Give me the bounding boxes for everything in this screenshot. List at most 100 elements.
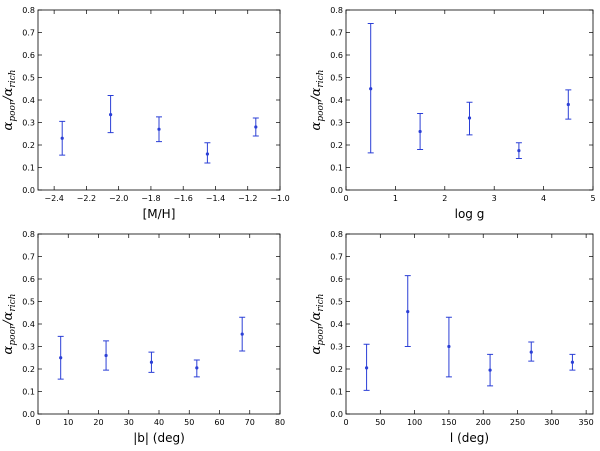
longitude-ytick-label: 0.0 — [330, 410, 343, 419]
metallicity-ytick-label: 0.6 — [22, 51, 35, 60]
log-g-xtick-label: 2 — [442, 194, 447, 203]
longitude-data-point — [570, 360, 575, 364]
latitude-x-axis-label: |b| (deg) — [133, 431, 185, 445]
log-g-ytick-label: 0.4 — [330, 96, 343, 105]
metallicity-ytick-label: 0.4 — [22, 96, 35, 105]
log-g-x-axis-label: log g — [455, 207, 485, 221]
log-g-data-point — [566, 102, 570, 107]
latitude-xtick-label: 10 — [63, 418, 73, 427]
latitude-ytick-label: 0.2 — [22, 365, 35, 374]
log-g-ytick-label: 0.5 — [330, 74, 343, 83]
log-g-data-point — [418, 129, 422, 134]
log-g-data-point — [517, 149, 521, 153]
longitude-ytick-label: 0.1 — [330, 388, 343, 397]
longitude-xtick-label: 300 — [544, 418, 559, 427]
longitude-ytick-label: 0.3 — [330, 343, 343, 352]
longitude-data-point — [447, 344, 451, 349]
metallicity-xtick-label: −1.8 — [141, 194, 160, 203]
latitude-ytick-label: 0.1 — [22, 388, 35, 397]
longitude-data-point — [406, 310, 410, 314]
log-g-xtick-label: 1 — [393, 194, 398, 203]
longitude-data-point — [364, 366, 369, 370]
latitude-ytick-label: 0.6 — [22, 275, 35, 284]
metallicity-data-point — [205, 152, 209, 156]
metallicity-x-axis-label: [M/H] — [143, 207, 176, 221]
latitude-data-point — [195, 366, 199, 370]
metallicity-xtick-label: −2.0 — [109, 194, 128, 203]
log-g-ytick-label: 0.7 — [330, 29, 343, 38]
panel-log-g: 0 1 2 3 4 5 0.0 0.1 0.2 0.3 0.4 0.5 0.6 0.7 0.8 log g αp… — [309, 6, 596, 221]
longitude-plot-frame — [345, 233, 594, 415]
log-g-ytick-label: 0.8 — [330, 6, 343, 15]
log-g-xtick-label: 5 — [590, 194, 595, 203]
latitude-xtick-label: 0 — [35, 418, 40, 427]
latitude-xtick-label: 50 — [184, 418, 194, 427]
longitude-xtick-label: 0 — [343, 418, 348, 427]
latitude-data-point — [149, 360, 154, 364]
longitude-y-axis-label: αpoor/αrich — [309, 294, 326, 355]
metallicity-xtick-label: −1.4 — [206, 194, 225, 203]
panel-metallicity: −2.4 −2.2 −2.0 −1.8 −1.6 −1.4 −1.2 −1.0 0.0 0.1 0.… — [1, 6, 290, 221]
longitude-ytick-label: 0.8 — [330, 230, 343, 239]
log-g-xtick-label: 4 — [541, 194, 546, 203]
metallicity-data-point — [60, 136, 64, 140]
longitude-xtick-label: 150 — [441, 418, 456, 427]
latitude-data-point — [240, 332, 244, 336]
metallicity-data-point — [109, 113, 113, 117]
latitude-xtick-label: 60 — [214, 418, 224, 427]
latitude-ytick-label: 0.8 — [22, 230, 35, 239]
log-g-ytick-label: 0.3 — [330, 119, 343, 128]
metallicity-y-axis-label: αpoor/αrich — [1, 70, 18, 131]
metallicity-ytick-label: 0.7 — [22, 29, 35, 38]
latitude-data-point — [104, 353, 108, 358]
longitude-xtick-label: 100 — [407, 418, 422, 427]
log-g-xtick-label: 0 — [343, 194, 348, 203]
longitude-ytick-label: 0.6 — [330, 275, 343, 284]
latitude-ytick-label: 0.5 — [22, 298, 35, 307]
metallicity-data-point — [254, 125, 258, 129]
metallicity-ytick-label: 0.3 — [22, 119, 35, 128]
metallicity-xtick-label: −1.6 — [173, 194, 192, 203]
latitude-y-axis-label: αpoor/αrich — [1, 294, 18, 355]
latitude-plot-frame — [37, 233, 281, 415]
log-g-ytick-label: 0.6 — [330, 51, 343, 60]
log-g-data-point — [467, 116, 472, 120]
metallicity-xtick-label: −2.4 — [44, 194, 63, 203]
metallicity-xtick-label: −1.2 — [238, 194, 257, 203]
metallicity-ytick-label: 0.5 — [22, 74, 35, 83]
latitude-data-point — [59, 356, 63, 360]
longitude-xtick-label: 200 — [476, 418, 491, 427]
longitude-data-point — [488, 368, 492, 372]
log-g-y-axis-label: αpoor/αrich — [309, 70, 326, 131]
latitude-ytick-label: 0.0 — [22, 410, 35, 419]
metallicity-ytick-label: 0.1 — [22, 164, 35, 173]
metallicity-xtick-label: −2.2 — [77, 194, 96, 203]
metallicity-xtick-label: −1.0 — [270, 194, 289, 203]
latitude-xtick-label: 70 — [245, 418, 255, 427]
log-g-ytick-label: 0.1 — [330, 164, 343, 173]
latitude-xtick-label: 40 — [154, 418, 164, 427]
longitude-xtick-label: 250 — [510, 418, 525, 427]
log-g-ytick-label: 0.2 — [330, 141, 343, 150]
longitude-xtick-label: 50 — [375, 418, 385, 427]
longitude-xtick-label: 350 — [578, 418, 593, 427]
metallicity-data-point — [157, 127, 161, 131]
longitude-data-point — [529, 350, 533, 354]
log-g-plot-frame — [345, 9, 594, 191]
latitude-ytick-label: 0.3 — [22, 343, 35, 352]
panel-galactic-longitude: 0 50 100 150 200 250 300 350 0.0 0.1 0.2 0.3 0.4 0.5 0… — [309, 230, 594, 445]
longitude-ytick-label: 0.4 — [330, 320, 343, 329]
longitude-ytick-label: 0.5 — [330, 298, 343, 307]
latitude-ytick-label: 0.7 — [22, 253, 35, 262]
longitude-ytick-label: 0.2 — [330, 365, 343, 374]
log-g-xtick-label: 3 — [492, 194, 497, 203]
metallicity-ytick-label: 0.2 — [22, 141, 35, 150]
latitude-xtick-label: 80 — [275, 418, 285, 427]
metallicity-plot-frame — [37, 9, 281, 191]
panel-galactic-latitude: 0 10 20 30 40 50 60 70 80 0.0 0.1 0.2 0.3 0.4 0.5 0.6 0.… — [1, 230, 285, 445]
metallicity-ytick-label: 0.8 — [22, 6, 35, 15]
latitude-ytick-label: 0.4 — [22, 320, 35, 329]
latitude-xtick-label: 20 — [93, 418, 103, 427]
metallicity-ytick-label: 0.0 — [22, 186, 35, 195]
